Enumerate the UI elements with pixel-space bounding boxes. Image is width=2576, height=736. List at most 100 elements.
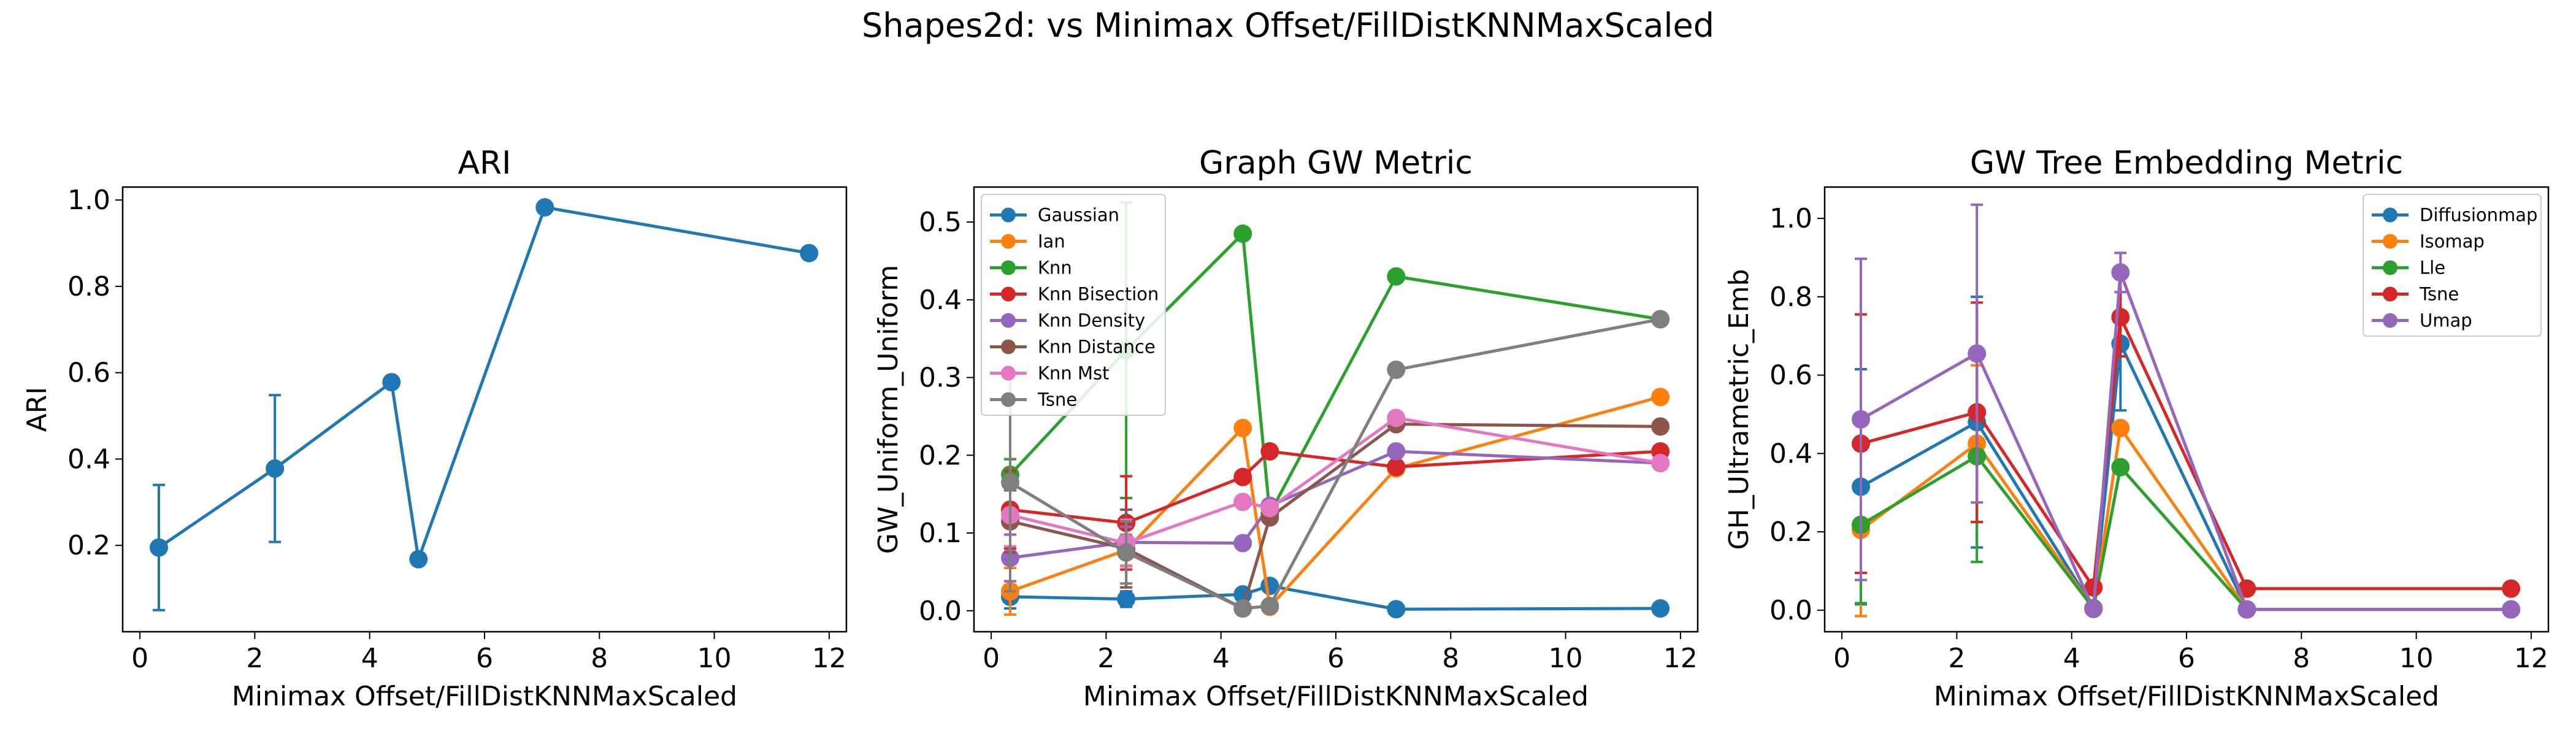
x-tick-label: 8: [2293, 643, 2310, 674]
data-point: [1387, 442, 1406, 461]
legend-marker: [1001, 234, 1016, 249]
y-tick-label: 0.5: [919, 207, 962, 238]
x-tick-label: 8: [591, 643, 608, 674]
y-tick-label: 0.3: [919, 362, 962, 394]
data-point: [2502, 600, 2521, 619]
data-point: [2084, 599, 2103, 618]
data-point: [1852, 410, 1870, 429]
data-point: [382, 373, 401, 392]
data-point: [1968, 344, 1987, 363]
legend-label: Knn Mst: [1038, 363, 1110, 384]
legend-marker: [1001, 339, 1016, 355]
x-tick-label: 6: [2178, 643, 2195, 674]
x-tick-label: 10: [697, 643, 732, 674]
x-tick-label: 12: [1663, 643, 1698, 674]
data-point: [1387, 360, 1406, 379]
data-point: [2502, 579, 2521, 598]
legend-label: Gaussian: [1038, 205, 1119, 226]
data-point: [535, 198, 554, 217]
legend-marker: [2383, 234, 2398, 249]
x-axis-label: Minimax Offset/FillDistKNNMaxScaled: [1934, 681, 2439, 712]
subplot-title: Graph GW Metric: [1199, 145, 1473, 182]
series-line-tsne: [1860, 315, 2512, 591]
legend-label: Umap: [2420, 310, 2472, 331]
legend-label: Knn Bisection: [1038, 284, 1159, 305]
series-line-knn-distance: [1010, 423, 1661, 610]
plot-frame: [973, 186, 1699, 633]
data-point: [409, 550, 428, 569]
x-tick-label: 12: [812, 643, 846, 674]
legend-label: Ian: [1038, 231, 1065, 252]
figure-title: Shapes2d: vs Minimax Offset/FillDistKNNM…: [862, 6, 1714, 45]
data-point: [800, 243, 819, 263]
legend-label: Diffusionmap: [2420, 205, 2537, 226]
x-tick-label: 6: [1327, 643, 1344, 674]
y-tick-label: 1.0: [1769, 203, 1812, 234]
series-line-knn-bisection: [1010, 450, 1661, 525]
y-tick-label: 0.2: [1769, 516, 1812, 548]
y-tick-label: 0.6: [67, 358, 110, 389]
series-line-umap: [1860, 270, 2512, 611]
y-tick-label: 0.2: [67, 530, 110, 561]
y-tick-label: 0.2: [919, 440, 962, 471]
x-tick-label: 12: [2514, 643, 2548, 674]
legend-marker: [1001, 313, 1016, 328]
legend-label: Knn Density: [1038, 310, 1145, 331]
x-tick-label: 6: [476, 643, 493, 674]
y-tick-label: 0.8: [1769, 282, 1812, 313]
x-tick-label: 10: [2399, 643, 2434, 674]
series-line-gaussian: [1010, 584, 1661, 611]
legend-label: Lle: [2420, 258, 2445, 278]
y-axis-label: ARI: [21, 387, 53, 432]
x-tick-label: 0: [131, 643, 148, 674]
data-point: [1117, 589, 1136, 608]
series-line-diffusionmap: [1860, 342, 2512, 611]
data-point: [150, 538, 168, 557]
legend-box: [981, 194, 1166, 416]
y-tick-label: 0.4: [919, 285, 962, 316]
y-tick-label: 1.0: [67, 185, 110, 216]
legend-label: Tsne: [1037, 389, 1077, 410]
data-point: [1233, 493, 1252, 512]
data-point: [1387, 267, 1406, 286]
series-line-knn-mst: [1010, 416, 1661, 545]
y-tick-label: 0.0: [919, 596, 962, 627]
x-axis-label: Minimax Offset/FillDistKNNMaxScaled: [232, 681, 737, 712]
legend-label: Tsne: [2419, 284, 2459, 305]
data-point: [1117, 543, 1136, 562]
data-point: [1651, 388, 1670, 407]
x-tick-label: 0: [983, 643, 1000, 674]
data-point: [1651, 417, 1670, 436]
data-point: [1387, 458, 1406, 477]
y-tick-label: 0.8: [67, 271, 110, 302]
plot-frame: [121, 186, 848, 633]
legend-marker: [1001, 207, 1016, 223]
legend-marker: [1001, 392, 1016, 407]
legend-label: Knn Distance: [1038, 337, 1156, 358]
x-axis-label: Minimax Offset/FillDistKNNMaxScaled: [1083, 681, 1589, 712]
data-point: [1651, 310, 1670, 329]
y-tick-label: 0.4: [67, 443, 110, 475]
legend-marker: [1001, 260, 1016, 275]
data-point: [1233, 224, 1252, 243]
data-point: [1001, 473, 1019, 492]
x-tick-label: 10: [1549, 643, 1583, 674]
legend-label: Knn: [1038, 258, 1072, 278]
data-point: [2111, 458, 2130, 477]
plot-frame: [1823, 186, 2550, 633]
legend-box: [2363, 194, 2542, 337]
subplot-title: ARI: [458, 145, 511, 182]
data-point: [1651, 453, 1670, 472]
data-point: [1233, 418, 1252, 437]
data-point: [1651, 599, 1670, 618]
subplot-title: GW Tree Embedding Metric: [1970, 145, 2403, 182]
data-point: [2084, 578, 2103, 597]
data-point: [1260, 499, 1279, 518]
series-line-1: [158, 205, 810, 561]
y-tick-label: 0.1: [919, 518, 962, 549]
data-point: [1387, 600, 1406, 619]
x-tick-label: 2: [246, 643, 263, 674]
legend-marker: [1001, 286, 1016, 302]
x-tick-label: 8: [1442, 643, 1459, 674]
